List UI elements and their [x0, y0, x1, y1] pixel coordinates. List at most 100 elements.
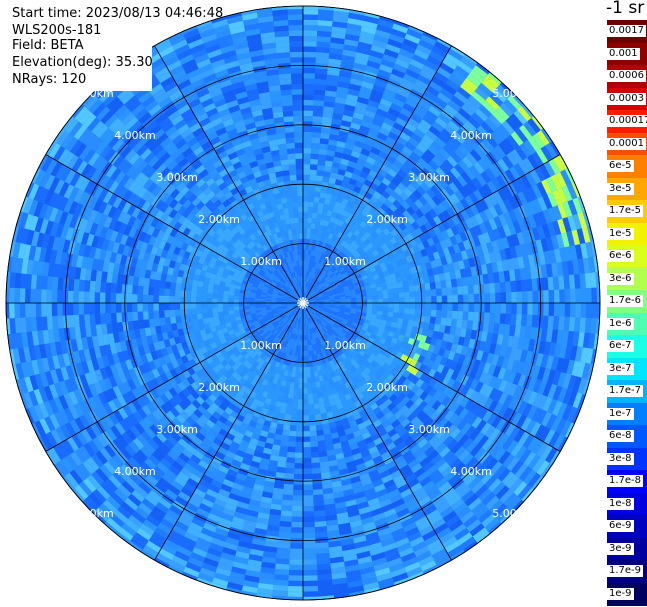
heatmap-cell	[319, 264, 325, 271]
heatmap-cell	[287, 313, 292, 319]
heatmap-cell	[334, 308, 340, 311]
heatmap-cell	[317, 309, 323, 313]
heatmap-cell	[307, 382, 312, 389]
heatmap-cell	[356, 296, 362, 301]
heatmap-cell	[293, 304, 299, 308]
heatmap-cell	[447, 295, 453, 303]
heatmap-cell	[284, 478, 294, 485]
heatmap-cell	[299, 233, 303, 239]
heatmap-cell	[284, 283, 289, 288]
heatmap-cell	[288, 326, 293, 333]
heatmap-cell	[278, 310, 284, 314]
heatmap-cell	[399, 297, 405, 303]
heatmap-cell	[312, 297, 319, 300]
heatmap-cell	[413, 314, 420, 322]
heatmap-cell	[295, 436, 303, 442]
heatmap-cell	[303, 383, 308, 389]
heatmap-cell	[402, 318, 409, 326]
heatmap-cell	[313, 494, 324, 501]
heatmap-cell	[288, 387, 295, 394]
heatmap-cell	[280, 89, 293, 96]
heatmap-cell	[326, 313, 333, 318]
heatmap-cell	[196, 308, 202, 315]
heatmap-cell	[306, 282, 309, 288]
heatmap-cell	[295, 164, 303, 170]
heatmap-cell	[315, 281, 320, 287]
heatmap-cell	[312, 295, 318, 299]
heatmap-cell	[377, 306, 384, 312]
heatmap-cell	[409, 308, 416, 315]
heatmap-cell	[309, 266, 313, 273]
heatmap-cell	[275, 324, 281, 330]
heatmap-cell	[281, 278, 287, 284]
heatmap-cell	[153, 287, 160, 296]
heatmap-cell	[320, 288, 327, 293]
heatmap-cell	[190, 303, 197, 309]
heatmap-cell	[345, 297, 352, 301]
heatmap-cell	[393, 303, 400, 309]
heatmap-cell	[207, 312, 214, 319]
heatmap-cell	[290, 315, 295, 321]
heatmap-cell	[414, 290, 421, 298]
heatmap-cell	[327, 311, 334, 315]
heatmap-cell	[318, 298, 325, 301]
heatmap-cell	[287, 337, 292, 344]
heatmap-cell	[169, 303, 175, 310]
heatmap-cell	[289, 425, 297, 432]
heatmap-cell	[413, 284, 420, 292]
heatmap-cell	[274, 337, 280, 344]
heatmap-cell	[303, 89, 315, 95]
heatmap-cell	[313, 279, 318, 286]
heatmap-cell	[285, 325, 290, 331]
heatmap-cell	[311, 308, 317, 313]
heatmap-cell	[301, 292, 303, 298]
heatmap-cell	[315, 289, 321, 294]
heatmap-cell	[290, 185, 298, 192]
heatmap-cell	[292, 344, 297, 351]
heatmap-cell	[307, 304, 313, 308]
heatmap-cell	[372, 303, 378, 307]
heatmap-cell	[297, 206, 303, 213]
heatmap-cell	[285, 290, 291, 295]
heatmap-cell	[314, 287, 319, 293]
heatmap-cell	[404, 291, 410, 298]
heatmap-cell	[367, 299, 373, 303]
heatmap-cell	[309, 328, 313, 334]
heatmap-cell	[170, 316, 177, 324]
heatmap-cell	[303, 511, 315, 517]
heatmap-cell	[316, 263, 321, 269]
heatmap-cell	[278, 148, 288, 156]
heatmap-cell	[315, 326, 320, 332]
heatmap-cell	[295, 233, 300, 240]
heatmap-cell	[336, 272, 342, 278]
heatmap-cell	[164, 295, 170, 303]
heatmap-cell	[272, 311, 279, 315]
heatmap-cell	[280, 510, 293, 517]
heatmap-cell	[318, 284, 323, 289]
heatmap-cell	[286, 268, 290, 275]
heatmap-cell	[312, 116, 323, 123]
heatmap-cell	[287, 300, 293, 302]
heatmap-cell	[291, 511, 303, 517]
heatmap-cell	[315, 274, 320, 280]
heatmap-cell	[294, 452, 303, 459]
heatmap-cell	[313, 499, 325, 506]
heatmap-cell	[308, 185, 316, 192]
heatmap-cell	[287, 306, 294, 309]
heatmap-cell	[282, 329, 287, 336]
heatmap-cell	[305, 287, 308, 293]
heatmap-cell	[318, 285, 324, 290]
heatmap-cell	[288, 286, 293, 292]
heatmap-cell	[309, 169, 317, 176]
heatmap-cell	[372, 306, 378, 311]
heatmap-cell	[324, 284, 330, 289]
heatmap-cell	[303, 351, 306, 357]
heatmap-cell	[356, 299, 362, 303]
heatmap-cell	[306, 228, 311, 234]
heatmap-cell	[340, 303, 346, 306]
heatmap-cell	[265, 279, 272, 285]
heatmap-cell	[201, 303, 207, 309]
heatmap-cell	[294, 296, 299, 301]
heatmap-cell	[303, 292, 305, 298]
heatmap-cell	[325, 276, 331, 282]
